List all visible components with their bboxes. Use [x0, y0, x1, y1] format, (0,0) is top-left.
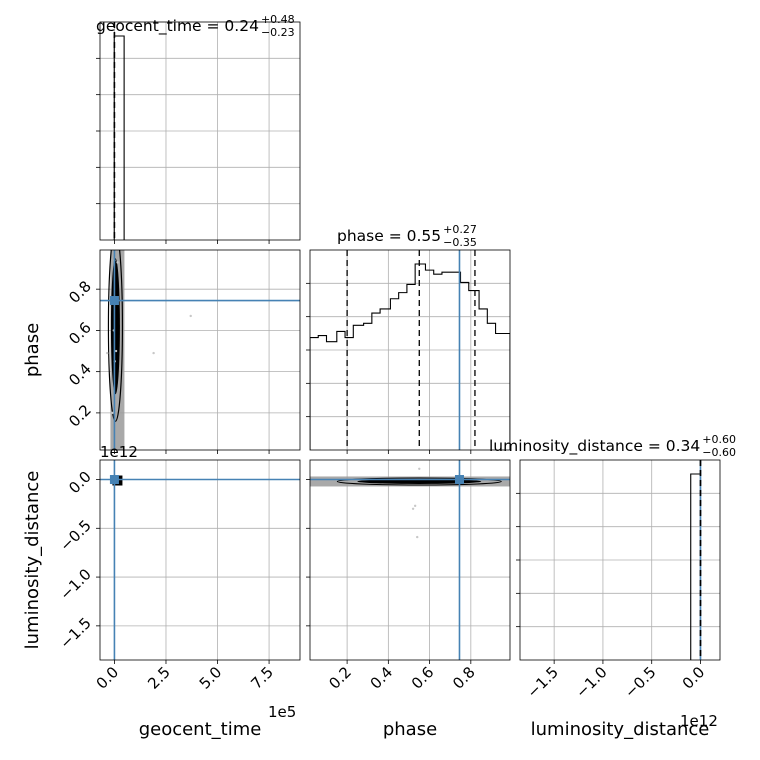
density-contour — [107, 250, 124, 422]
offset-text-geocent-time: 1e5 — [268, 703, 296, 721]
panel-geocent-distance — [99, 459, 301, 661]
scatter-point — [189, 314, 192, 318]
scatter-point — [152, 351, 155, 355]
x-tick-label: 0.2 — [325, 663, 355, 693]
x-tick-label: 0.4 — [367, 663, 397, 693]
y-axis-label-phase: phase — [22, 323, 43, 377]
histogram-phase — [310, 263, 510, 450]
y-tick-label: 0.2 — [65, 401, 95, 431]
panel-geocent-phase — [99, 249, 301, 451]
offset-text-luminosity-distance-x: 1e12 — [680, 712, 718, 730]
scatter-point — [418, 467, 421, 470]
histogram-geocent-time — [113, 35, 125, 240]
scatter-point — [416, 535, 419, 539]
x-tick-label: −1.5 — [523, 663, 561, 701]
title-plus-error: +0.48 — [261, 13, 295, 26]
y-tick-label: 0.4 — [65, 360, 95, 390]
title-plus-error: +0.60 — [702, 433, 736, 446]
density-contour — [336, 477, 502, 486]
title-minus-error: −0.60 — [702, 446, 736, 459]
y-tick-label: 0.8 — [65, 277, 95, 307]
y-tick-label: −0.5 — [56, 516, 94, 554]
scatter-point — [411, 507, 415, 510]
truth-marker — [109, 296, 119, 306]
scatter-point — [111, 411, 114, 415]
x-axis-label-geocent-time: geocent_time — [139, 719, 262, 740]
scatter-point — [413, 504, 417, 508]
x-tick-label: 7.5 — [247, 663, 277, 693]
x-tick-label: 0.8 — [449, 663, 479, 693]
title-plus-error: +0.27 — [443, 223, 477, 236]
title-minus-error: −0.23 — [261, 26, 295, 39]
truth-marker — [454, 475, 464, 485]
offset-text-luminosity-distance-y: 1e12 — [100, 443, 138, 461]
y-tick-label: 0.0 — [65, 468, 95, 498]
scatter-point — [106, 351, 109, 355]
x-tick-label: −1.0 — [572, 663, 610, 701]
y-tick-label: −1.0 — [56, 565, 94, 603]
density-phase-distance — [310, 467, 510, 539]
y-tick-label: −1.5 — [56, 614, 94, 652]
scatter-point — [116, 261, 119, 264]
panel-phase-distance — [309, 459, 511, 661]
title-geocent-time: geocent_time = 0.24 — [96, 17, 259, 36]
scatter-point — [114, 349, 118, 353]
x-tick-label: 0.6 — [408, 663, 438, 693]
density-core — [110, 258, 120, 395]
title-phase: phase = 0.55 — [337, 227, 441, 245]
truth-marker — [109, 475, 119, 485]
title-luminosity-distance: luminosity_distance = 0.34 — [489, 437, 700, 456]
x-tick-label: 0.0 — [679, 663, 709, 693]
density-geocent-phase — [106, 250, 192, 450]
x-tick-label: 2.5 — [144, 663, 174, 693]
y-tick-label: 0.6 — [65, 319, 95, 349]
x-axis-label-phase: phase — [383, 719, 437, 740]
x-tick-label: 0.0 — [93, 663, 123, 693]
x-tick-label: −0.5 — [621, 663, 659, 701]
y-axis-label-luminosity-distance: luminosity_distance — [22, 471, 43, 650]
x-axis-label-luminosity-distance: luminosity_distance — [531, 719, 710, 740]
x-tick-label: 5.0 — [196, 663, 226, 693]
histogram-luminosity-distance — [690, 473, 702, 660]
title-minus-error: −0.35 — [443, 236, 477, 249]
